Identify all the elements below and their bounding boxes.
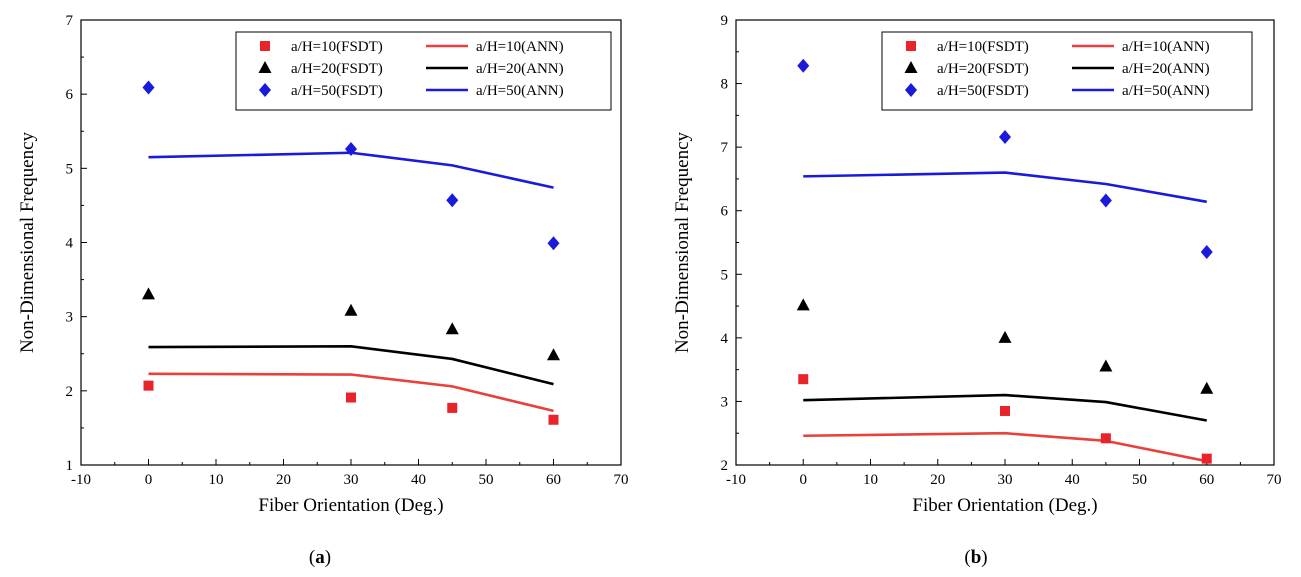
x-axis-title: Fiber Orientation (Deg.) <box>912 495 1097 516</box>
data-point-a/H=50(FSDT) <box>797 58 810 73</box>
panel-caption: (b) <box>964 547 987 568</box>
y-tick-label: 6 <box>66 87 74 103</box>
x-tick-label: 50 <box>1132 472 1147 488</box>
legend-label: a/H=10(ANN) <box>476 39 564 55</box>
data-point-a/H=10(FSDT) <box>798 374 809 385</box>
series-line-a/H=10(ANN) <box>803 431 1208 463</box>
legend-marker-a/H=50(FSDT) <box>905 83 917 97</box>
data-point-a/H=50(FSDT) <box>345 142 357 157</box>
x-axis-title: Fiber Orientation (Deg.) <box>258 495 443 516</box>
legend-marker-a/H=10(FSDT) <box>906 41 916 51</box>
y-axis-title: Non-Dimensional Frequency <box>672 131 693 353</box>
legend-label: a/H=50(ANN) <box>1122 83 1210 99</box>
data-point-a/H=20(FSDT) <box>344 303 358 316</box>
y-tick-label: 1 <box>66 458 74 474</box>
legend-marker-a/H=10(FSDT) <box>260 41 270 51</box>
x-tick-label: 0 <box>800 472 808 488</box>
data-point-a/H=20(FSDT) <box>445 322 459 335</box>
x-tick-label: 20 <box>276 472 291 488</box>
legend-marker-a/H=50(FSDT) <box>259 83 271 97</box>
legend-label: a/H=50(FSDT) <box>937 83 1029 99</box>
x-tick-label: 40 <box>1065 472 1080 488</box>
data-point-a/H=50(FSDT) <box>446 193 459 208</box>
data-point-a/H=10(FSDT) <box>1201 453 1212 464</box>
legend: a/H=10(FSDT) a/H=10(ANN) a/H=20(FSDT) a/H=2… <box>881 31 1253 111</box>
series-line-a/H=20(ANN) <box>148 345 554 386</box>
panel-caption: (a) <box>309 547 331 568</box>
data-point-a/H=50(FSDT) <box>1099 193 1112 208</box>
data-point-a/H=10(FSDT) <box>143 380 154 391</box>
legend-label: a/H=20(ANN) <box>476 61 564 77</box>
legend: a/H=10(FSDT) a/H=10(ANN) a/H=20(FSDT) a/H=2… <box>235 31 612 111</box>
chart-panel-a: -10 0 10 20 30 40 50 60 70 1 2 3 4 5 6 7 Fiber Orientati… <box>17 13 629 568</box>
x-tick-label: 30 <box>998 472 1013 488</box>
y-tick-label: 4 <box>66 236 74 252</box>
data-point-a/H=20(FSDT) <box>1200 381 1214 394</box>
x-tick-label: 50 <box>479 472 494 488</box>
data-point-a/H=20(FSDT) <box>998 330 1012 343</box>
x-tick-label: 70 <box>1267 472 1282 488</box>
data-point-a/H=10(FSDT) <box>1100 433 1111 444</box>
data-point-a/H=50(FSDT) <box>999 129 1011 144</box>
x-tick-label: 60 <box>1199 472 1214 488</box>
data-point-a/H=50(FSDT) <box>142 80 155 95</box>
data-point-a/H=20(FSDT) <box>1099 359 1113 372</box>
data-point-a/H=10(FSDT) <box>1000 405 1010 416</box>
chart-panel-b: -10 0 10 20 30 40 50 60 70 2 3 4 5 6 7 8 9 Fiber Orientat… <box>672 13 1282 568</box>
y-tick-label: 7 <box>66 13 74 29</box>
x-tick-label: 30 <box>344 472 359 488</box>
y-tick-label: 2 <box>721 458 729 474</box>
legend-label: a/H=10(ANN) <box>1122 39 1210 55</box>
legend-marker-a/H=20(FSDT) <box>258 61 272 73</box>
y-tick-label: 7 <box>721 140 729 156</box>
data-point-a/H=20(FSDT) <box>142 287 155 300</box>
y-tick-label: 4 <box>721 331 729 347</box>
y-tick-label: 3 <box>66 310 74 326</box>
series-line-a/H=50(ANN) <box>803 171 1207 204</box>
y-tick-label: 5 <box>66 161 74 177</box>
legend-label: a/H=50(FSDT) <box>291 83 383 99</box>
data-point-a/H=20(FSDT) <box>547 348 560 361</box>
x-tick-label: 60 <box>546 472 561 488</box>
x-tick-label: 0 <box>145 472 153 488</box>
legend-label: a/H=10(FSDT) <box>291 39 383 55</box>
legend-label: a/H=20(FSDT) <box>937 61 1029 77</box>
legend-label: a/H=20(FSDT) <box>291 61 383 77</box>
y-tick-label: 6 <box>721 204 729 220</box>
series-line-a/H=10(ANN) <box>148 372 554 413</box>
data-point-a/H=10(FSDT) <box>548 414 559 425</box>
y-tick-label: 2 <box>66 384 74 400</box>
y-axis-title: Non-Dimensional Frequency <box>17 131 38 353</box>
data-point-a/H=10(FSDT) <box>447 402 458 413</box>
y-tick-label: 8 <box>721 77 729 93</box>
y-tick-label: 5 <box>721 267 729 283</box>
legend-box <box>881 31 1253 111</box>
x-tick-label: 20 <box>930 472 945 488</box>
legend-label: a/H=50(ANN) <box>476 83 564 99</box>
x-tick-label: 10 <box>863 472 878 488</box>
data-point-a/H=50(FSDT) <box>547 236 560 251</box>
legend-label: a/H=20(ANN) <box>1122 61 1210 77</box>
series-line-a/H=50(ANN) <box>148 151 554 189</box>
y-tick-label: 3 <box>721 394 729 410</box>
legend-marker-a/H=20(FSDT) <box>904 61 918 73</box>
data-point-a/H=10(FSDT) <box>346 392 356 403</box>
y-tick-label: 9 <box>721 13 729 29</box>
legend-box <box>235 31 612 111</box>
legend-label: a/H=10(FSDT) <box>937 39 1029 55</box>
data-point-a/H=20(FSDT) <box>796 298 810 311</box>
x-tick-label: 40 <box>411 472 426 488</box>
x-tick-label: 10 <box>209 472 224 488</box>
x-tick-label: -10 <box>726 472 746 488</box>
x-tick-label: 70 <box>614 472 629 488</box>
x-tick-label: -10 <box>71 472 91 488</box>
series-line-a/H=20(ANN) <box>803 393 1207 422</box>
data-point-a/H=50(FSDT) <box>1200 245 1213 260</box>
